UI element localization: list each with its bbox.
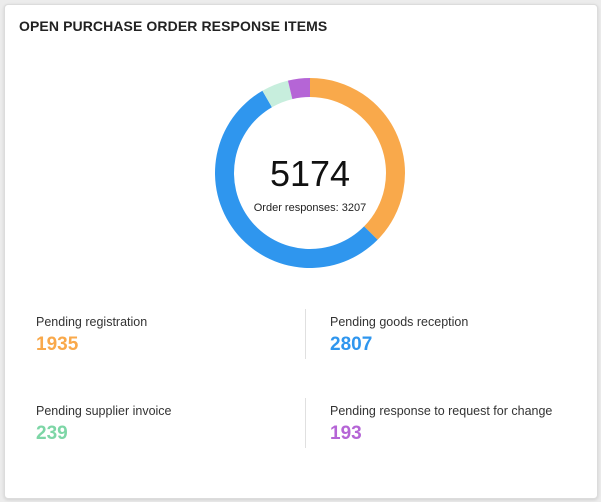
donut-chart	[215, 78, 406, 268]
card-title: OPEN PURCHASE ORDER RESPONSE ITEMS	[19, 18, 328, 34]
order-responses-label: Order responses: 3207	[253, 202, 367, 214]
stat-pending-registration: Pending registration 1935	[36, 315, 147, 356]
stat-value: 193	[330, 423, 362, 444]
donut-segment-0[interactable]	[310, 78, 406, 240]
donut-segment-1[interactable]	[215, 90, 378, 268]
divider	[305, 309, 306, 359]
total-value: 5174	[269, 153, 351, 194]
stat-value: 1935	[36, 334, 79, 355]
stat-value: 2807	[330, 334, 373, 355]
stat-label: Pending registration	[36, 315, 148, 329]
stat-value: 239	[36, 423, 68, 444]
stat-pending-supplier-invoice: Pending supplier invoice 239	[36, 404, 172, 445]
donut-segment-3[interactable]	[287, 78, 310, 100]
stat-label: Pending response to request for change	[330, 404, 553, 418]
stat-label: Pending supplier invoice	[36, 404, 172, 418]
stat-pending-goods-reception: Pending goods reception 2807	[330, 315, 468, 356]
donut-segment-2[interactable]	[262, 80, 293, 108]
stat-label: Pending goods reception	[330, 315, 469, 329]
divider	[305, 398, 306, 448]
stat-pending-response-change: Pending response to request for change 1…	[330, 404, 552, 445]
